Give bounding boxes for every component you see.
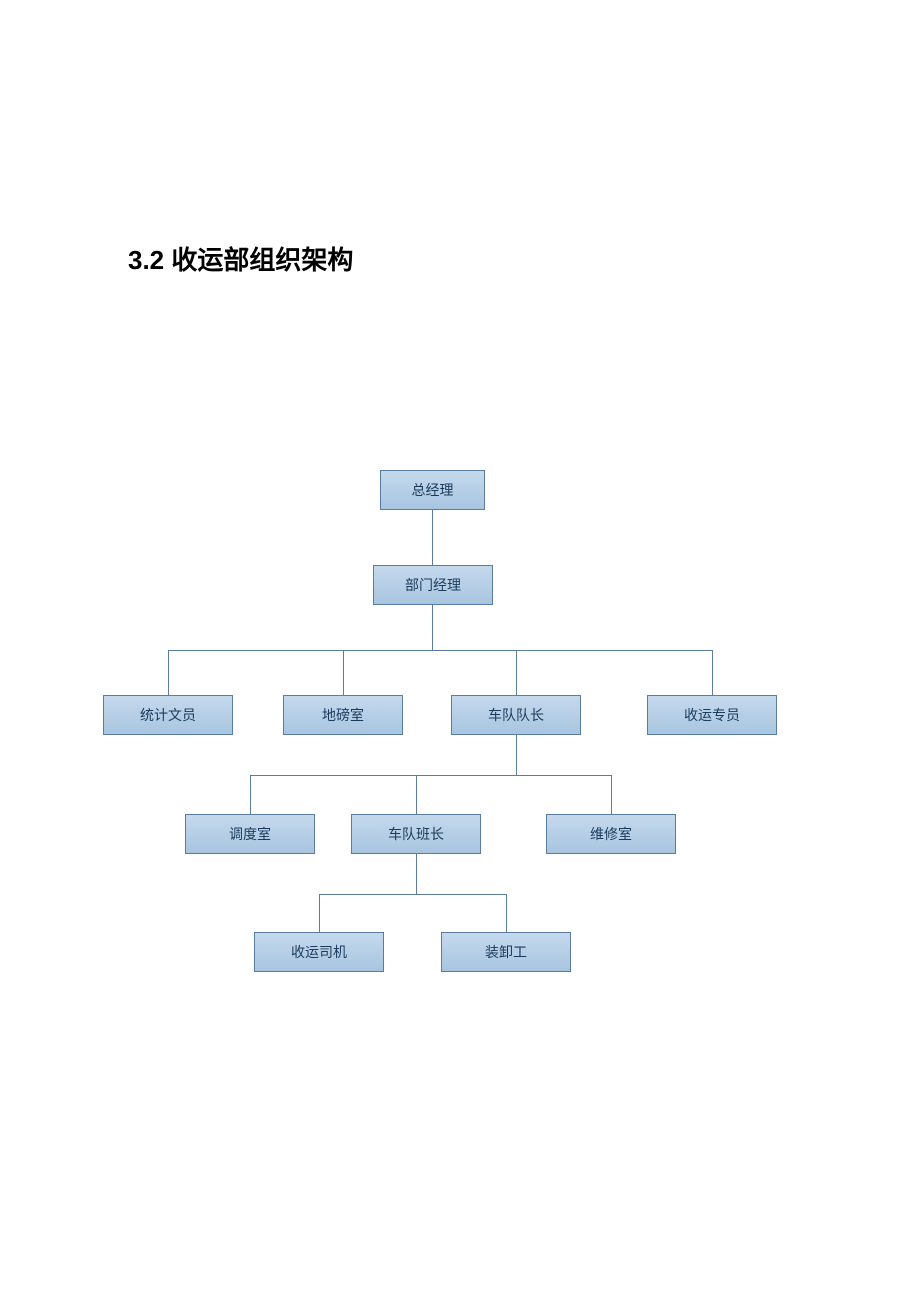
- node-fleet-leader: 车队班长: [351, 814, 481, 854]
- connector-line: [712, 650, 713, 695]
- node-dispatch-room: 调度室: [185, 814, 315, 854]
- node-stats-clerk: 统计文员: [103, 695, 233, 735]
- connector-line: [432, 605, 433, 650]
- connector-line: [168, 650, 169, 695]
- connector-line: [343, 650, 344, 695]
- node-loader: 装卸工: [441, 932, 571, 972]
- connector-line: [319, 894, 506, 895]
- connector-line: [432, 510, 433, 565]
- connector-line: [506, 894, 507, 932]
- connector-line: [168, 650, 712, 651]
- node-general-manager: 总经理: [380, 470, 485, 510]
- connector-line: [611, 775, 612, 814]
- node-dept-manager: 部门经理: [373, 565, 493, 605]
- connector-line: [250, 775, 251, 814]
- connector-line: [250, 775, 611, 776]
- node-repair-room: 维修室: [546, 814, 676, 854]
- node-collection-driver: 收运司机: [254, 932, 384, 972]
- node-fleet-captain: 车队队长: [451, 695, 581, 735]
- connector-line: [416, 854, 417, 894]
- node-collection-specialist: 收运专员: [647, 695, 777, 735]
- page-title: 3.2 收运部组织架构: [128, 240, 353, 277]
- connector-line: [416, 775, 417, 814]
- node-weighbridge: 地磅室: [283, 695, 403, 735]
- connector-line: [516, 650, 517, 695]
- connector-line: [516, 735, 517, 775]
- org-chart: 总经理 部门经理 统计文员 地磅室 车队队长 收运专员 调度室 车队班长 维修室…: [0, 470, 920, 1070]
- connector-line: [319, 894, 320, 932]
